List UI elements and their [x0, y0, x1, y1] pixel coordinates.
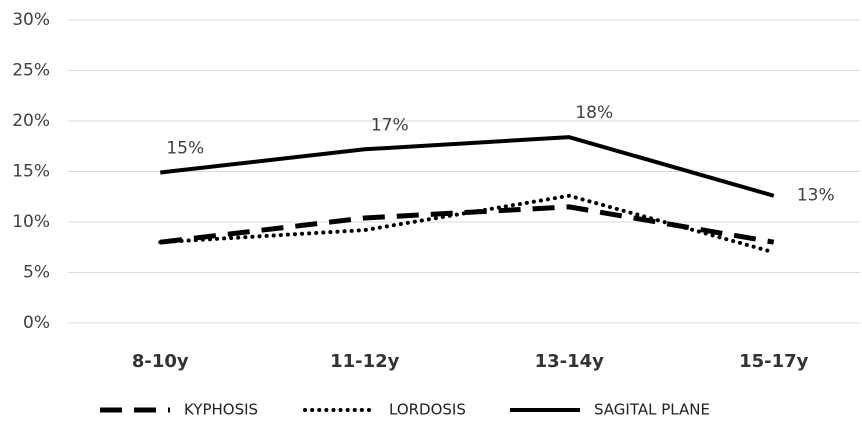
y-tick-label: 10%: [12, 212, 50, 232]
series-line: [158, 193, 776, 255]
y-tick-label: 25%: [12, 61, 50, 81]
x-tick-label: 8-10y: [132, 351, 189, 372]
series-line: [160, 135, 775, 198]
y-tick-label: 20%: [12, 111, 50, 131]
y-tick-label: 5%: [23, 263, 50, 283]
legend-label: SAGITAL PLANE: [594, 401, 710, 419]
y-tick-label: 15%: [12, 162, 50, 182]
legend-label: KYPHOSIS: [184, 401, 258, 419]
x-tick-label: 13-14y: [535, 351, 605, 372]
x-tick-label: 11-12y: [330, 351, 400, 372]
data-label: 15%: [166, 139, 204, 159]
data-label: 17%: [371, 115, 409, 135]
data-label: 18%: [575, 103, 613, 123]
legend-label: LORDOSIS: [389, 401, 466, 419]
data-label: 13%: [797, 186, 835, 206]
x-tick-label: 15-17y: [739, 351, 809, 372]
y-tick-label: 30%: [12, 10, 50, 30]
y-tick-label: 0%: [23, 313, 50, 333]
